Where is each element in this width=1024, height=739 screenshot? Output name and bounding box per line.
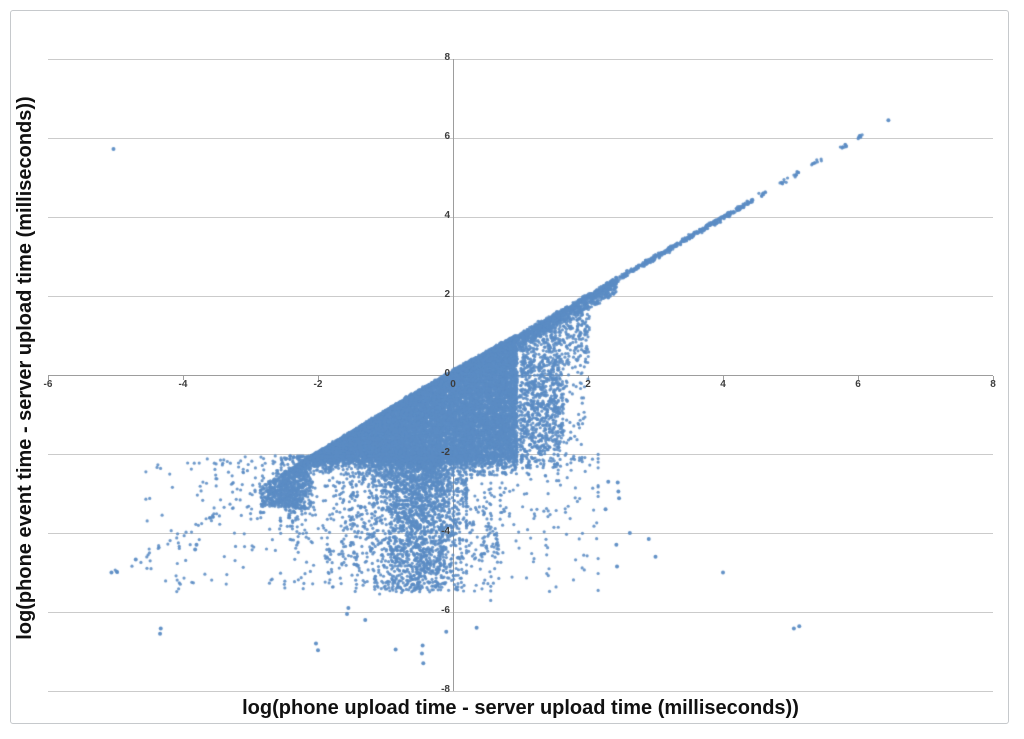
x-tick-label: 6 [855, 379, 861, 390]
y-tick-label: 4 [444, 210, 450, 221]
x-tick-label: 2 [585, 379, 591, 390]
y-tick-label: 0 [444, 368, 450, 379]
x-tick-label: 0 [450, 379, 456, 390]
y-tick-label: 2 [444, 289, 450, 300]
y-tick-label: -4 [441, 526, 450, 537]
y-tick-label: -8 [441, 684, 450, 695]
x-tick-label: 8 [990, 379, 996, 390]
y-axis-title: log(phone event time - server upload tim… [14, 96, 36, 640]
y-tick-label: 6 [444, 131, 450, 142]
x-tick-label: 4 [720, 379, 726, 390]
x-tick-label: -4 [178, 379, 188, 390]
x-axis-title: log(phone upload time - server upload ti… [242, 697, 799, 719]
y-tick-label: -2 [441, 447, 450, 458]
y-tick-label: 8 [444, 52, 450, 63]
y-tick-label: -6 [441, 605, 450, 616]
x-tick-label: -2 [313, 379, 323, 390]
x-tick-label: -6 [43, 379, 53, 390]
